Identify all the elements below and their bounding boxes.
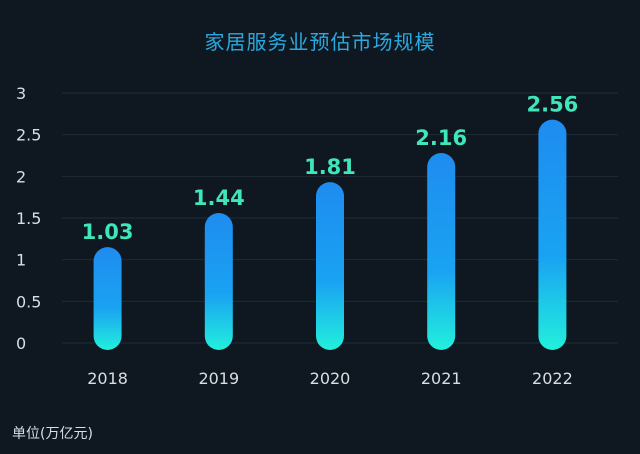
y-tick-label: 1.5: [16, 209, 41, 228]
value-labels: 1.03 1.44 1.81 2.16 2.56: [82, 93, 579, 245]
x-axis-ticks: 2018 2019 2020 2021 2022: [87, 369, 573, 388]
y-tick-label: 2: [16, 167, 26, 186]
chart-title: 家居服务业预估市场规模: [204, 30, 436, 54]
bar: [204, 213, 233, 350]
y-tick-label: 3: [16, 84, 26, 103]
y-tick-label: 0: [16, 334, 26, 353]
value-label: 2.56: [526, 93, 578, 117]
y-tick-label: 2.5: [16, 126, 41, 145]
value-label: 1.03: [82, 220, 134, 244]
y-axis-ticks: 0 0.5 1 1.5 2 2.5 3: [16, 84, 41, 353]
x-tick-label: 2022: [532, 369, 573, 388]
x-tick-label: 2020: [310, 369, 351, 388]
value-label: 1.81: [304, 155, 356, 179]
x-tick-label: 2021: [421, 369, 462, 388]
bar: [316, 182, 344, 350]
bar: [538, 119, 567, 351]
unit-label: 单位(万亿元): [12, 426, 93, 442]
x-tick-label: 2018: [87, 369, 128, 388]
x-tick-label: 2019: [198, 369, 239, 388]
value-label: 1.44: [193, 186, 245, 210]
y-tick-label: 0.5: [16, 292, 41, 311]
bar: [427, 153, 456, 350]
value-label: 2.16: [415, 126, 467, 150]
bar: [93, 247, 122, 350]
y-tick-label: 1: [16, 251, 26, 270]
bars: [93, 119, 567, 351]
